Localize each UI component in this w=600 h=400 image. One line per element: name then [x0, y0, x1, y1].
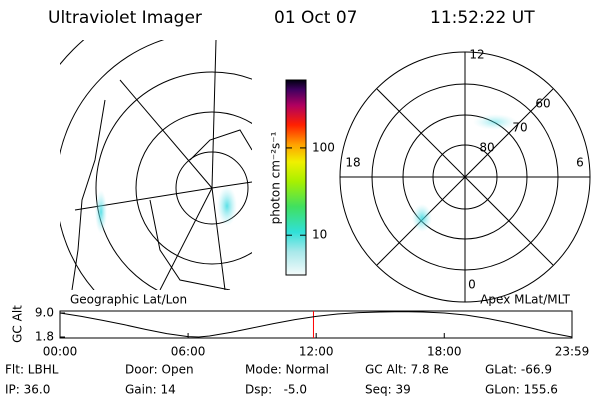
geo-grid	[60, 40, 252, 290]
info-text: GLat: -66.9	[485, 363, 552, 377]
y-tick-label: 1.8	[35, 330, 54, 344]
mlat-label: 60	[535, 97, 550, 111]
aurora	[412, 204, 432, 232]
title: Ultraviolet Imager	[48, 8, 202, 28]
mlt-label: 12	[469, 48, 484, 62]
x-tick-label: 00:00	[43, 345, 78, 359]
colorbar	[285, 79, 307, 276]
info-text: GC Alt: 7.8 Re	[365, 363, 449, 377]
left-caption: Geographic Lat/Lon	[70, 293, 187, 307]
mlat-label: 70	[512, 121, 527, 135]
info-text: GLon: 155.6	[485, 383, 558, 397]
x-tick-label: 18:00	[427, 345, 462, 359]
polar-grid	[339, 51, 591, 303]
aurora	[95, 190, 107, 234]
mlt-label: 0	[468, 278, 476, 292]
y-tick-label: 9.0	[35, 306, 54, 320]
info-text: Flt: LBHL	[5, 363, 59, 377]
y-axis-label: GC Alt	[11, 305, 25, 343]
colorbar-tick-label: 10	[312, 228, 327, 242]
colorbar-label: photon cm⁻²s⁻¹	[269, 131, 283, 224]
mlat-label: 80	[479, 141, 494, 155]
time: 11:52:22 UT	[430, 8, 535, 28]
x-tick-label: 06:00	[171, 345, 206, 359]
right-caption: Apex MLat/MLT	[480, 293, 570, 307]
info-text: Seq: 39	[365, 383, 411, 397]
altitude-curve	[59, 311, 573, 338]
mlt-label: 6	[576, 156, 584, 170]
info-text: Mode: Normal	[245, 363, 329, 377]
info-text: IP: 36.0	[5, 383, 50, 397]
aurora	[473, 114, 517, 130]
date: 01 Oct 07	[274, 8, 357, 28]
x-tick-label: 23:59	[555, 345, 590, 359]
info-text: Dsp: -5.0	[245, 383, 307, 397]
aurora	[217, 186, 237, 226]
colorbar-tick-label: 100	[312, 140, 335, 154]
x-tick-label: 12:00	[299, 345, 334, 359]
mlt-label: 18	[345, 156, 360, 170]
info-text: Gain: 14	[125, 383, 176, 397]
info-text: Door: Open	[125, 363, 194, 377]
